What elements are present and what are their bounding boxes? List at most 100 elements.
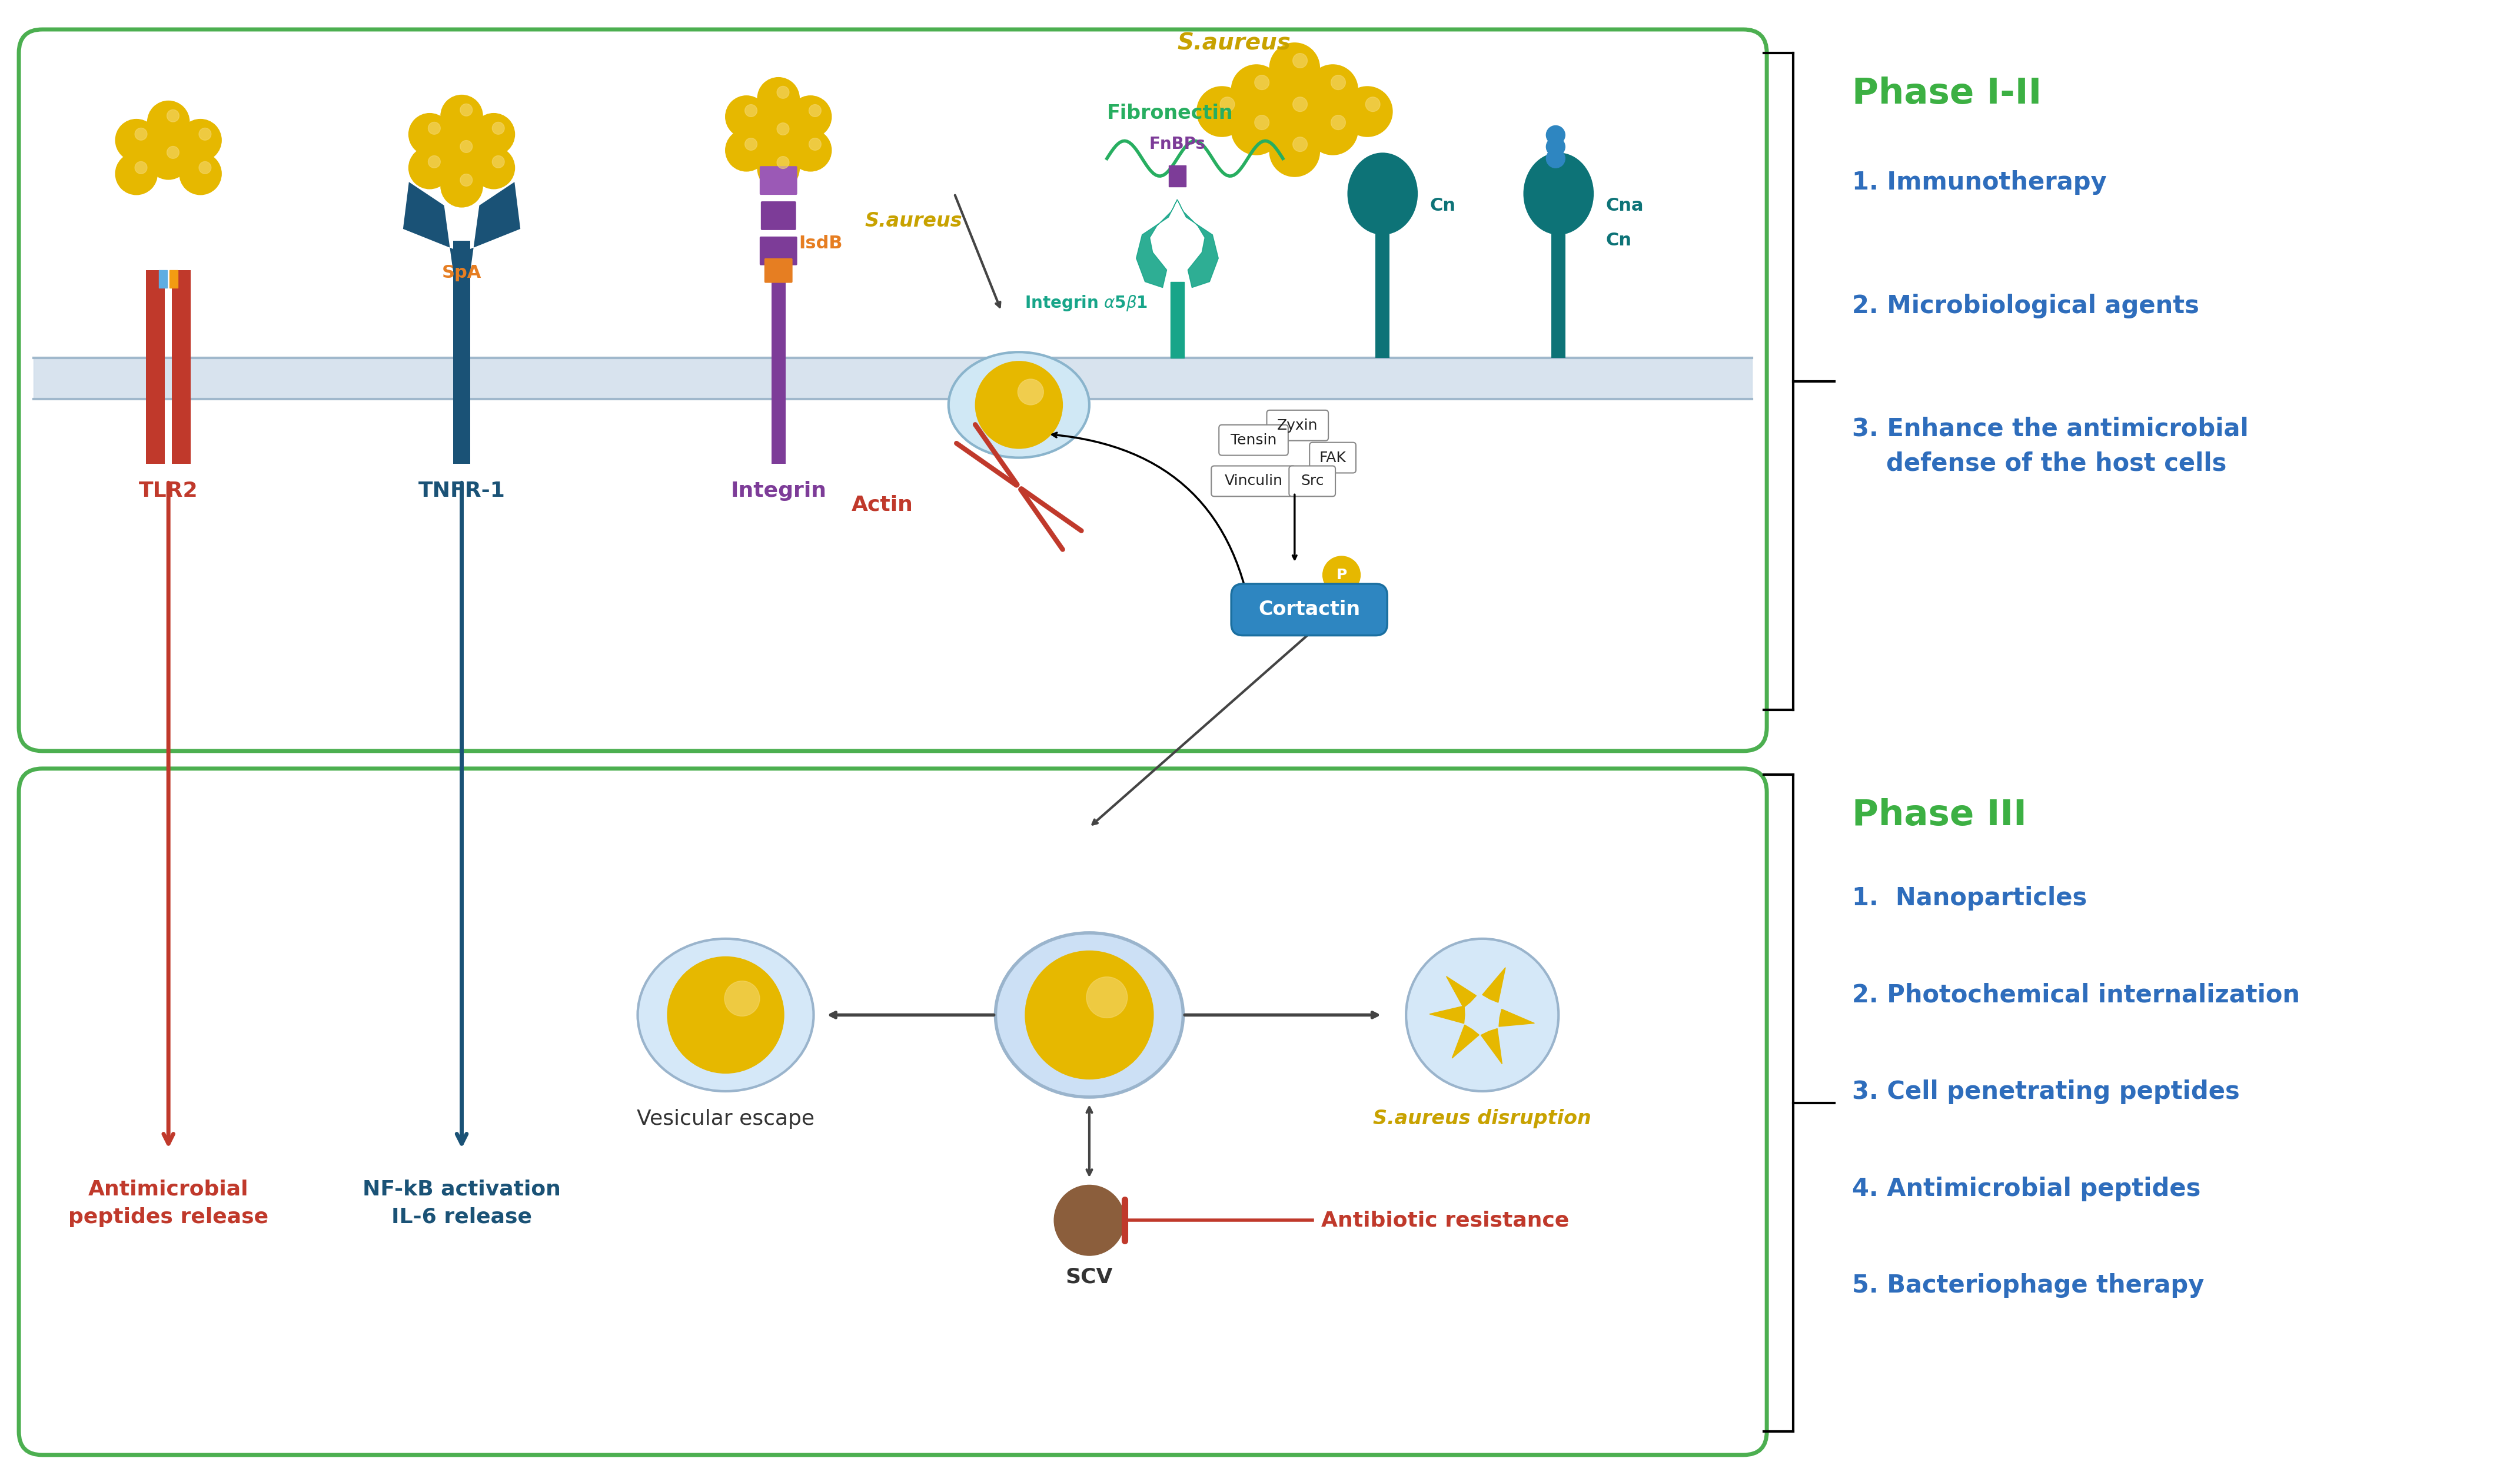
Text: TNFR-1: TNFR-1 bbox=[418, 481, 504, 502]
Circle shape bbox=[1255, 115, 1270, 130]
Text: Actin: Actin bbox=[852, 494, 912, 515]
Circle shape bbox=[789, 96, 832, 139]
FancyBboxPatch shape bbox=[1310, 442, 1356, 473]
Circle shape bbox=[1293, 97, 1308, 112]
Text: Cna: Cna bbox=[1605, 196, 1643, 214]
Text: 4. Antimicrobial peptides: 4. Antimicrobial peptides bbox=[1852, 1176, 2200, 1201]
Circle shape bbox=[1547, 125, 1565, 145]
FancyBboxPatch shape bbox=[764, 258, 791, 283]
Bar bbox=[1169, 165, 1187, 187]
Circle shape bbox=[746, 105, 756, 117]
Text: Antimicrobial
peptides release: Antimicrobial peptides release bbox=[68, 1179, 270, 1227]
Polygon shape bbox=[1137, 199, 1177, 288]
Text: 3. Enhance the antimicrobial
    defense of the host cells: 3. Enhance the antimicrobial defense of … bbox=[1852, 416, 2248, 476]
Circle shape bbox=[1026, 950, 1154, 1080]
Circle shape bbox=[746, 139, 756, 150]
Text: Cn: Cn bbox=[1429, 196, 1457, 214]
Text: S.aureus disruption: S.aureus disruption bbox=[1373, 1109, 1593, 1128]
Text: 3. Cell penetrating peptides: 3. Cell penetrating peptides bbox=[1852, 1080, 2240, 1105]
Circle shape bbox=[461, 103, 471, 117]
Circle shape bbox=[1547, 137, 1565, 156]
Circle shape bbox=[726, 128, 769, 171]
Circle shape bbox=[1053, 1184, 1124, 1255]
Polygon shape bbox=[403, 181, 461, 270]
Circle shape bbox=[441, 131, 484, 174]
Circle shape bbox=[1270, 86, 1320, 137]
Polygon shape bbox=[1429, 1006, 1464, 1024]
Circle shape bbox=[179, 152, 222, 195]
Text: Src: Src bbox=[1300, 473, 1323, 488]
FancyBboxPatch shape bbox=[1232, 584, 1389, 636]
Text: FAK: FAK bbox=[1320, 451, 1346, 465]
Polygon shape bbox=[1452, 1025, 1479, 1058]
Circle shape bbox=[136, 162, 146, 174]
FancyBboxPatch shape bbox=[1212, 466, 1295, 497]
Circle shape bbox=[1086, 976, 1126, 1018]
Polygon shape bbox=[1446, 976, 1477, 1007]
Circle shape bbox=[471, 114, 514, 156]
Text: Phase III: Phase III bbox=[1852, 798, 2026, 833]
Circle shape bbox=[146, 137, 189, 180]
Bar bbox=[1552, 193, 1565, 358]
Ellipse shape bbox=[638, 938, 814, 1092]
Circle shape bbox=[1197, 86, 1247, 137]
Text: Phase I-II: Phase I-II bbox=[1852, 77, 2041, 111]
Circle shape bbox=[1255, 75, 1270, 90]
Circle shape bbox=[975, 361, 1063, 448]
Circle shape bbox=[726, 96, 769, 139]
Circle shape bbox=[116, 119, 159, 162]
Circle shape bbox=[136, 128, 146, 140]
Circle shape bbox=[1323, 556, 1361, 594]
Ellipse shape bbox=[995, 932, 1184, 1097]
Circle shape bbox=[1293, 137, 1308, 152]
Circle shape bbox=[441, 94, 484, 137]
Circle shape bbox=[199, 162, 212, 174]
Circle shape bbox=[1308, 105, 1358, 155]
Text: 5. Bacteriophage therapy: 5. Bacteriophage therapy bbox=[1852, 1273, 2205, 1298]
Bar bbox=[454, 240, 471, 463]
Circle shape bbox=[116, 152, 159, 195]
Circle shape bbox=[491, 122, 504, 134]
Text: P: P bbox=[1336, 568, 1346, 583]
Text: SpA: SpA bbox=[441, 264, 481, 282]
FancyBboxPatch shape bbox=[759, 167, 796, 195]
Text: Cn: Cn bbox=[1605, 232, 1630, 249]
Ellipse shape bbox=[948, 353, 1089, 457]
Circle shape bbox=[1270, 127, 1320, 177]
FancyBboxPatch shape bbox=[1220, 425, 1288, 456]
Text: 1.  Nanoparticles: 1. Nanoparticles bbox=[1852, 886, 2087, 910]
Circle shape bbox=[756, 148, 799, 190]
Bar bbox=[1376, 193, 1389, 358]
Text: NF-kB activation
IL-6 release: NF-kB activation IL-6 release bbox=[363, 1179, 562, 1227]
Text: Zyxin: Zyxin bbox=[1278, 419, 1318, 432]
Circle shape bbox=[1270, 43, 1320, 93]
Text: SCV: SCV bbox=[1066, 1267, 1114, 1288]
Circle shape bbox=[146, 100, 189, 143]
Circle shape bbox=[1018, 379, 1043, 404]
Text: Vinculin: Vinculin bbox=[1225, 473, 1283, 488]
Text: S.aureus: S.aureus bbox=[864, 211, 963, 230]
Polygon shape bbox=[1482, 1028, 1502, 1063]
FancyBboxPatch shape bbox=[759, 236, 796, 266]
Circle shape bbox=[1341, 86, 1394, 137]
Circle shape bbox=[428, 156, 441, 168]
Circle shape bbox=[408, 114, 451, 156]
Circle shape bbox=[491, 156, 504, 168]
Circle shape bbox=[166, 109, 179, 122]
Circle shape bbox=[1331, 115, 1346, 130]
Text: Fibronectin: Fibronectin bbox=[1106, 103, 1232, 124]
Text: TLR2: TLR2 bbox=[139, 481, 199, 502]
Polygon shape bbox=[1177, 199, 1217, 288]
Circle shape bbox=[789, 128, 832, 171]
FancyBboxPatch shape bbox=[761, 201, 796, 230]
Polygon shape bbox=[461, 181, 519, 270]
Circle shape bbox=[723, 981, 759, 1016]
Circle shape bbox=[1308, 65, 1358, 115]
Circle shape bbox=[1406, 938, 1557, 1092]
Circle shape bbox=[461, 140, 471, 152]
Bar bbox=[146, 270, 164, 463]
Circle shape bbox=[1220, 97, 1235, 112]
Circle shape bbox=[1293, 53, 1308, 68]
Circle shape bbox=[1547, 149, 1565, 168]
Circle shape bbox=[776, 122, 789, 136]
